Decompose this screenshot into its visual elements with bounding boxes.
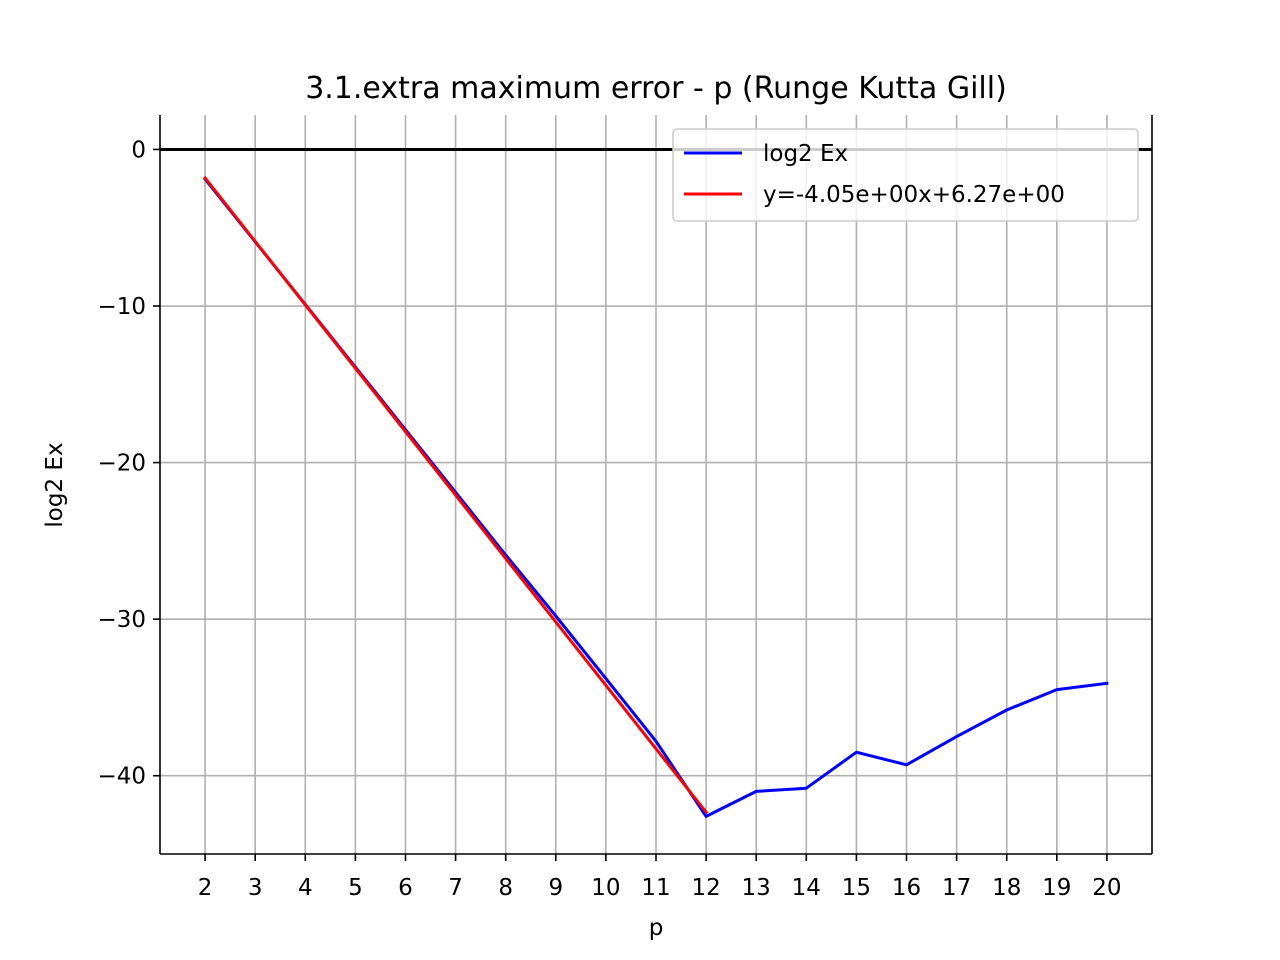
y-tick-label: 0: [131, 137, 146, 163]
legend: log2 Ex y=-4.05e+00x+6.27e+00: [672, 128, 1139, 222]
x-tick-label: 18: [992, 875, 1021, 901]
y-tick-label: −10: [97, 294, 146, 320]
tick-layer: 2 3 4 5 6 7 8 9 10 11 12 13 14 15 16 17 18 19 20 0 −10 −20 −30…: [97, 137, 1121, 901]
x-tick-label: 20: [1092, 875, 1121, 901]
x-tick-label: 17: [942, 875, 971, 901]
legend-label-0: log2 Ex: [763, 141, 848, 167]
x-tick-label: 7: [448, 875, 463, 901]
x-tick-label: 8: [498, 875, 513, 901]
x-tick-label: 15: [842, 875, 871, 901]
series-line-1: [202, 175, 709, 815]
x-tick-label: 16: [892, 875, 921, 901]
x-axis-label: p: [649, 915, 664, 941]
chart-title: 3.1.extra maximum error - p (Runge Kutta…: [305, 71, 1007, 106]
x-tick-label: 13: [742, 875, 771, 901]
series-layer: [202, 175, 1109, 818]
y-tick-label: −30: [97, 607, 146, 633]
x-tick-label: 12: [691, 875, 720, 901]
legend-box: [672, 128, 1139, 222]
x-tick-label: 2: [198, 875, 213, 901]
y-tick-label: −20: [97, 451, 146, 477]
x-tick-label: 5: [348, 875, 363, 901]
x-tick-label: 4: [298, 875, 313, 901]
y-tick-label: −40: [97, 764, 146, 790]
x-tick-label: 11: [641, 875, 670, 901]
x-tick-label: 9: [548, 875, 563, 901]
x-tick-label: 10: [591, 875, 620, 901]
legend-label-1: y=-4.05e+00x+6.27e+00: [763, 182, 1065, 208]
x-tick-label: 3: [248, 875, 263, 901]
x-tick-label: 6: [398, 875, 413, 901]
x-tick-label: 14: [792, 875, 821, 901]
y-axis-label: log2 Ex: [42, 442, 68, 527]
x-tick-label: 19: [1042, 875, 1071, 901]
